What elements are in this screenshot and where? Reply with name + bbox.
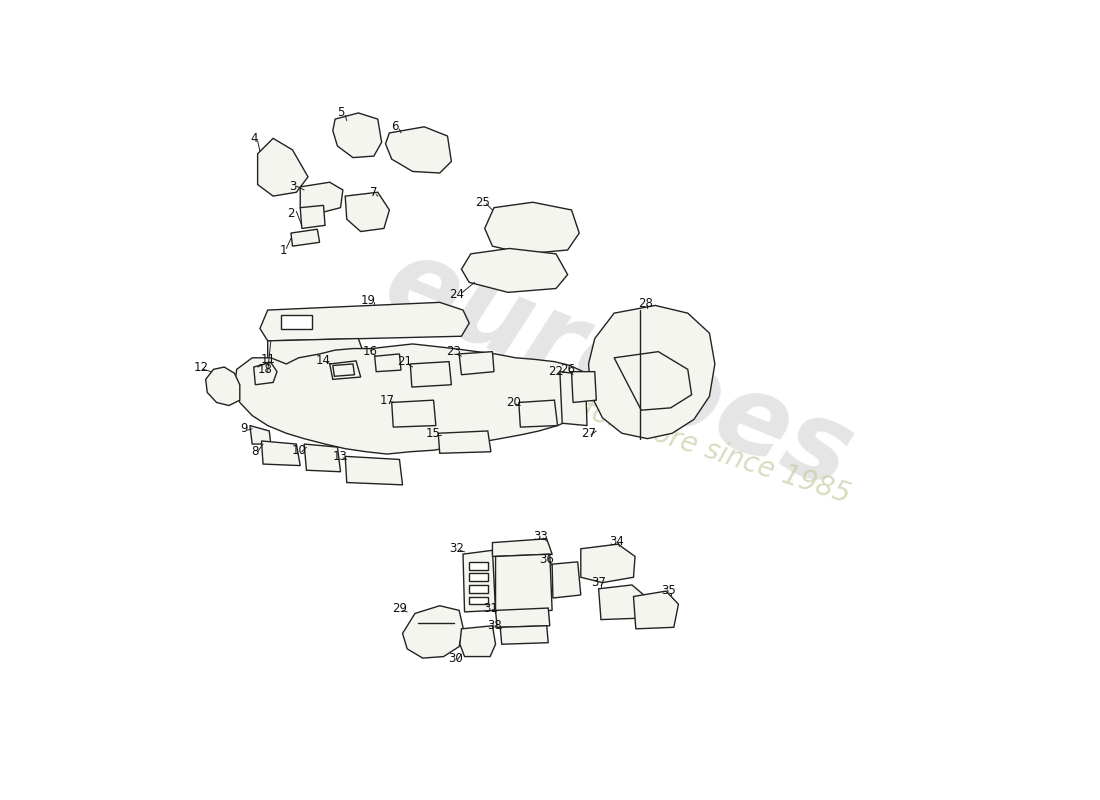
- Polygon shape: [460, 626, 495, 657]
- Polygon shape: [345, 192, 389, 231]
- Text: 36: 36: [539, 553, 554, 566]
- Polygon shape: [267, 338, 364, 366]
- Polygon shape: [519, 400, 558, 427]
- Polygon shape: [260, 302, 470, 341]
- Text: europes: europes: [368, 228, 867, 511]
- Text: 35: 35: [661, 584, 675, 597]
- Polygon shape: [392, 400, 436, 427]
- Polygon shape: [385, 126, 451, 173]
- Text: 7: 7: [370, 186, 377, 198]
- Polygon shape: [588, 306, 715, 438]
- Polygon shape: [304, 444, 341, 472]
- Text: 28: 28: [638, 297, 652, 310]
- Polygon shape: [333, 113, 382, 158]
- Text: 34: 34: [609, 534, 624, 547]
- Text: 13: 13: [333, 450, 348, 463]
- Text: 33: 33: [534, 530, 548, 543]
- Polygon shape: [470, 574, 487, 581]
- Polygon shape: [598, 585, 648, 619]
- Text: 1: 1: [279, 243, 287, 257]
- Polygon shape: [552, 562, 581, 598]
- Polygon shape: [330, 361, 361, 379]
- Polygon shape: [462, 249, 568, 292]
- Polygon shape: [493, 538, 552, 557]
- Text: 9: 9: [241, 422, 249, 435]
- Polygon shape: [581, 544, 635, 582]
- Polygon shape: [495, 608, 550, 627]
- Polygon shape: [292, 230, 320, 246]
- Polygon shape: [470, 585, 487, 593]
- Polygon shape: [459, 352, 494, 374]
- Text: 38: 38: [487, 619, 502, 632]
- Text: 17: 17: [379, 394, 395, 406]
- Text: 24: 24: [449, 288, 464, 301]
- Text: 3: 3: [289, 180, 296, 194]
- Text: 25: 25: [475, 196, 490, 209]
- Text: 20: 20: [506, 396, 520, 409]
- Text: 14: 14: [316, 354, 331, 367]
- Text: 29: 29: [392, 602, 407, 614]
- Text: 10: 10: [292, 444, 306, 457]
- Text: 8: 8: [252, 446, 258, 458]
- Polygon shape: [634, 591, 679, 629]
- Text: 26: 26: [560, 363, 575, 376]
- Text: 18: 18: [257, 363, 273, 376]
- Text: 37: 37: [591, 576, 606, 589]
- Text: 22: 22: [549, 365, 563, 378]
- Polygon shape: [470, 597, 487, 604]
- Text: 27: 27: [581, 426, 596, 440]
- Text: 4: 4: [250, 132, 257, 145]
- Text: 23: 23: [447, 345, 461, 358]
- Text: 5: 5: [337, 106, 344, 119]
- Polygon shape: [403, 606, 463, 658]
- Polygon shape: [262, 441, 300, 466]
- Polygon shape: [300, 206, 326, 229]
- Text: 12: 12: [194, 361, 209, 374]
- Polygon shape: [485, 202, 580, 254]
- Polygon shape: [572, 372, 596, 402]
- Polygon shape: [375, 354, 402, 372]
- Polygon shape: [470, 562, 487, 570]
- Polygon shape: [495, 554, 552, 614]
- Text: 6: 6: [392, 120, 398, 134]
- Text: 32: 32: [450, 542, 464, 555]
- Polygon shape: [206, 367, 240, 406]
- Polygon shape: [254, 362, 277, 385]
- Polygon shape: [560, 372, 587, 426]
- Text: 16: 16: [363, 345, 377, 358]
- Text: 11: 11: [261, 353, 275, 366]
- Polygon shape: [257, 138, 308, 196]
- Polygon shape: [300, 182, 343, 213]
- Polygon shape: [234, 344, 588, 454]
- Polygon shape: [280, 315, 312, 329]
- Text: a passion for more since 1985: a passion for more since 1985: [444, 353, 854, 510]
- Text: 21: 21: [397, 355, 412, 368]
- Text: 31: 31: [483, 602, 497, 614]
- Text: 15: 15: [426, 426, 441, 440]
- Polygon shape: [438, 431, 491, 454]
- Polygon shape: [463, 550, 495, 612]
- Polygon shape: [500, 626, 548, 644]
- Text: 30: 30: [448, 651, 463, 665]
- Text: 19: 19: [361, 294, 376, 306]
- Text: 2: 2: [287, 206, 295, 219]
- Polygon shape: [250, 426, 271, 444]
- Polygon shape: [345, 456, 403, 485]
- Polygon shape: [410, 362, 451, 387]
